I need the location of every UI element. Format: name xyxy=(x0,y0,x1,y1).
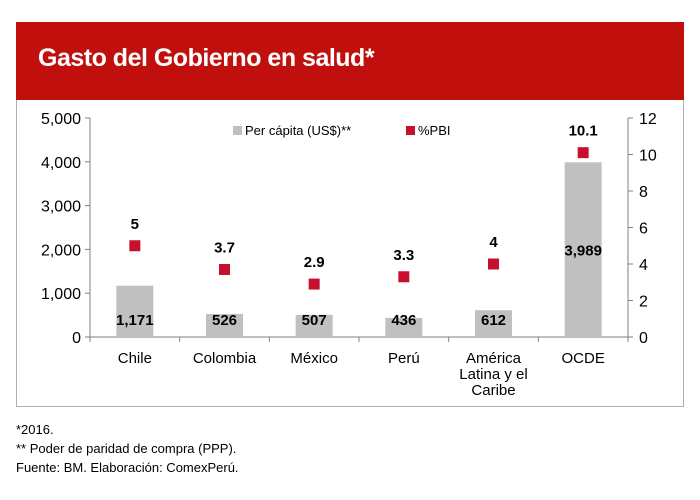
bar-value-label: 436 xyxy=(391,312,416,329)
bar xyxy=(475,310,512,337)
right-tick-label: 4 xyxy=(639,257,648,274)
chart-frame xyxy=(16,100,684,407)
marker xyxy=(398,271,410,283)
bar-value-label: 526 xyxy=(212,312,237,329)
bar-value-label: 612 xyxy=(481,312,506,329)
right-tick-label: 12 xyxy=(639,111,657,128)
legend-label-bar: Per cápita (US$)** xyxy=(245,123,351,138)
bar xyxy=(206,313,243,337)
category-label: Colombia xyxy=(193,350,257,367)
category-label: México xyxy=(290,350,338,367)
chart-header: Gasto del Gobierno en salud* xyxy=(16,22,684,100)
category-label: Caribe xyxy=(471,382,515,399)
marker-value-label: 3.7 xyxy=(214,239,235,256)
combo-chart: 0 1,000 2,000 3,000 4,000 5,000 0 2 4 6 8 10 12 1,171… xyxy=(41,111,657,399)
legend-swatch-marker xyxy=(406,126,415,135)
category-label: Latina y el xyxy=(459,366,527,383)
marker-value-label: 2.9 xyxy=(304,254,325,271)
left-tick-label: 5,000 xyxy=(41,111,81,128)
right-tick-label: 6 xyxy=(639,221,648,238)
legend-swatch-bar xyxy=(233,126,242,135)
bar-value-label: 507 xyxy=(302,312,327,329)
left-tick-label: 1,000 xyxy=(41,286,81,303)
right-tick-label: 0 xyxy=(639,330,648,347)
category-label: Chile xyxy=(118,350,152,367)
marker xyxy=(488,258,499,270)
marker xyxy=(219,263,230,275)
left-tick-label: 2,000 xyxy=(41,242,81,259)
category-label: Perú xyxy=(388,350,420,367)
left-tick-label: 4,000 xyxy=(41,155,81,172)
left-tick-label: 0 xyxy=(72,330,81,347)
right-tick-label: 10 xyxy=(639,148,657,165)
marker xyxy=(577,147,589,159)
right-tick-label: 2 xyxy=(639,294,648,311)
right-tick-label: 8 xyxy=(639,184,648,201)
footnotes: *2016. ** Poder de paridad de compra (PP… xyxy=(16,420,239,477)
marker-value-label: 5 xyxy=(131,216,139,233)
marker-value-label: 3.3 xyxy=(393,247,414,264)
bar xyxy=(116,285,154,337)
bar xyxy=(295,314,333,337)
bar xyxy=(564,162,602,337)
marker-value-label: 4 xyxy=(489,234,498,251)
footnote-ppp: ** Poder de paridad de compra (PPP). xyxy=(16,441,237,456)
chart-title: Gasto del Gobierno en salud* xyxy=(38,44,375,72)
marker-value-label: 10.1 xyxy=(569,123,598,140)
category-label: América xyxy=(466,350,522,367)
legend-label-marker: %PBI xyxy=(418,123,451,138)
category-label: OCDE xyxy=(561,350,604,367)
bar-value-label: 3,989 xyxy=(564,243,602,260)
bar xyxy=(385,317,423,337)
footnote-year: *2016. xyxy=(16,422,54,437)
marker xyxy=(129,240,141,252)
left-tick-label: 3,000 xyxy=(41,199,81,216)
bar-value-label: 1,171 xyxy=(116,312,154,329)
footnote-source: Fuente: BM. Elaboración: ComexPerú. xyxy=(16,460,239,475)
marker xyxy=(308,278,320,290)
